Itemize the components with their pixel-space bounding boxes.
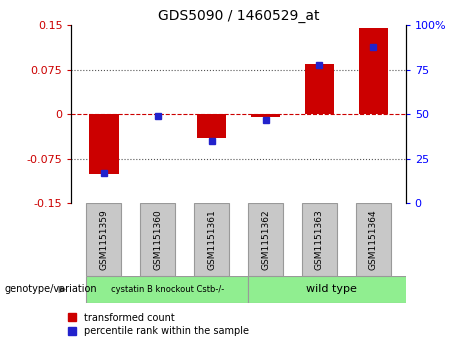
Legend: transformed count, percentile rank within the sample: transformed count, percentile rank withi… <box>64 309 253 340</box>
Bar <box>86 203 121 276</box>
Text: cystatin B knockout Cstb-/-: cystatin B knockout Cstb-/- <box>111 285 224 294</box>
Text: GSM1151360: GSM1151360 <box>153 209 162 270</box>
Title: GDS5090 / 1460529_at: GDS5090 / 1460529_at <box>158 9 319 23</box>
Text: GSM1151363: GSM1151363 <box>315 209 324 270</box>
Text: GSM1151364: GSM1151364 <box>369 209 378 270</box>
Text: GSM1151359: GSM1151359 <box>99 209 108 270</box>
Bar <box>197 114 226 138</box>
Bar <box>89 114 118 174</box>
Text: genotype/variation: genotype/variation <box>5 285 97 294</box>
Bar <box>140 203 175 276</box>
Bar <box>251 114 280 117</box>
Bar <box>356 203 391 276</box>
Bar <box>248 203 283 276</box>
Text: wild type: wild type <box>306 285 357 294</box>
Bar <box>86 276 248 303</box>
Text: GSM1151362: GSM1151362 <box>261 209 270 270</box>
Bar <box>248 276 415 303</box>
Bar <box>359 28 388 114</box>
Bar <box>194 203 229 276</box>
Bar <box>305 64 334 114</box>
Text: GSM1151361: GSM1151361 <box>207 209 216 270</box>
Bar <box>302 203 337 276</box>
